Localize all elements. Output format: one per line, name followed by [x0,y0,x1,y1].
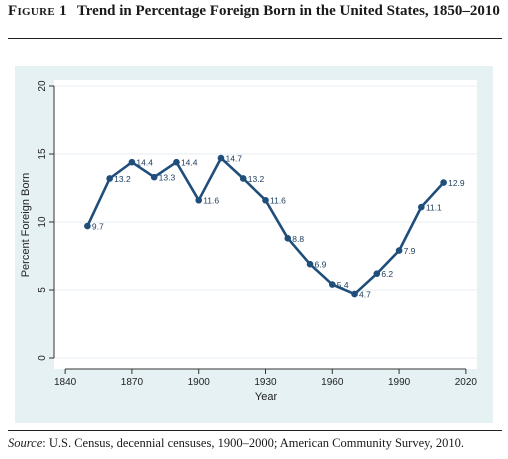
data-point-1920 [239,175,247,182]
series-foreign-born: 9.7 13.2 14.4 13.3 14.4 11.6 14.7 13.2 11.6 8.8 6.… [84,154,465,300]
axes: 0 5 10 15 20 1840 1870 1900 1930 1960 1990 2020 [37,80,477,388]
plot-area [54,80,477,369]
x-tick-label-1870: 1870 [121,377,144,388]
data-label-1990: 7.9 [404,246,416,256]
x-tick-label-1960: 1960 [321,377,344,388]
data-label-1920: 13.2 [248,174,265,184]
data-point-1970 [351,290,358,298]
x-tick-label-1900: 1900 [188,377,211,388]
figure-title: Trend in Percentage Foreign Born in the … [76,3,500,19]
data-point-1930 [262,196,269,204]
y-tick-label-15: 15 [37,148,48,160]
data-point-1990 [395,247,403,254]
data-label-1970: 4.7 [359,290,371,300]
data-label-1940: 8.8 [292,234,304,244]
data-point-1900 [195,196,203,204]
x-axis-title: Year [255,391,278,403]
data-point-1890 [173,158,180,166]
x-tick-label-2020: 2020 [455,377,478,388]
x-tick-label-1840: 1840 [54,377,77,388]
figure-label: Figure 1 [8,3,67,19]
data-label-1870: 14.4 [136,158,153,168]
data-point-1960 [328,281,336,288]
data-point-1940 [284,235,292,242]
data-label-1890: 14.4 [181,158,198,168]
data-label-1930: 11.6 [270,196,286,206]
y-axis-title: Percent Foreign Born [20,173,32,278]
source-note: Source: U.S. Census, decennial censuses,… [8,436,464,450]
data-label-1850: 9.7 [92,222,104,232]
y-tick-label-5: 5 [37,287,48,293]
data-label-1910: 14.7 [225,154,242,164]
data-label-1860: 13.2 [114,174,131,184]
data-label-2000: 11.1 [426,203,442,213]
data-point-1910 [217,154,225,162]
data-label-1880: 13.3 [159,173,176,183]
data-label-1980: 6.2 [381,269,393,279]
data-point-2000 [418,203,425,211]
y-tick-label-20: 20 [37,80,48,92]
data-label-1900: 11.6 [203,196,219,206]
x-tick-label-1930: 1930 [254,377,277,388]
data-point-1950 [306,260,314,268]
data-point-1880 [150,173,158,181]
data-label-1960: 5.4 [337,280,349,290]
x-tick-label-1990: 1990 [388,377,411,388]
y-tick-label-0: 0 [37,355,48,361]
top-rule [8,38,502,39]
data-label-1950: 6.9 [315,260,327,270]
y-tick-label-10: 10 [37,216,48,228]
grid-lines [54,85,477,359]
bottom-rule [8,430,502,431]
data-point-1860 [106,175,113,182]
data-point-1850 [84,222,91,230]
data-point-2010 [440,179,447,186]
data-point-1980 [373,270,381,277]
data-point-1870 [128,158,136,166]
figure-caption: Figure 1 Trend in Percentage Foreign Bor… [8,3,500,20]
data-label-2010: 12.9 [448,178,465,188]
